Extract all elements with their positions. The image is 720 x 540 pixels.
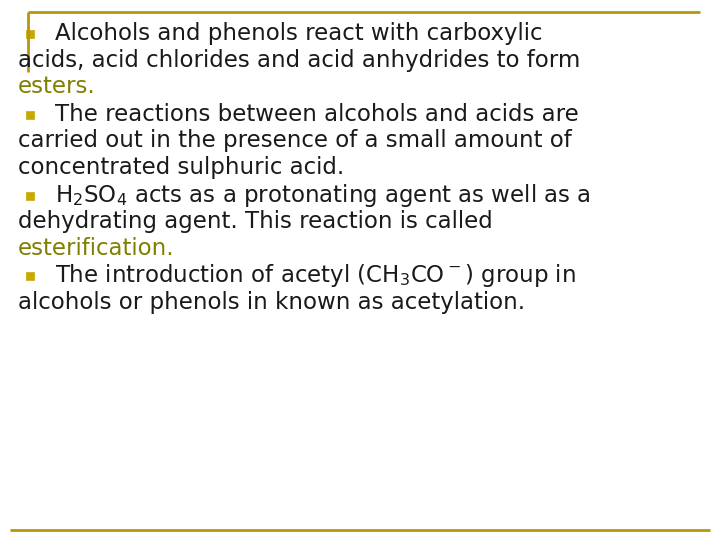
Bar xyxy=(26,273,34,280)
Text: dehydrating agent. This reaction is called: dehydrating agent. This reaction is call… xyxy=(18,210,492,233)
Text: The introduction of acetyl (CH$_3$CO$^-$) group in: The introduction of acetyl (CH$_3$CO$^-$… xyxy=(55,262,576,289)
Text: Alcohols and phenols react with carboxylic: Alcohols and phenols react with carboxyl… xyxy=(55,22,542,45)
Text: alcohols or phenols in known as acetylation.: alcohols or phenols in known as acetylat… xyxy=(18,291,525,314)
Bar xyxy=(26,111,34,119)
Text: esterification.: esterification. xyxy=(18,237,175,260)
Bar xyxy=(26,192,34,200)
Text: acids, acid chlorides and acid anhydrides to form: acids, acid chlorides and acid anhydride… xyxy=(18,49,580,71)
Text: H$_2$SO$_4$ acts as a protonating agent as well as a: H$_2$SO$_4$ acts as a protonating agent … xyxy=(55,181,591,208)
Text: carried out in the presence of a small amount of: carried out in the presence of a small a… xyxy=(18,129,572,152)
Text: The reactions between alcohols and acids are: The reactions between alcohols and acids… xyxy=(55,103,579,126)
Text: concentrated sulphuric acid.: concentrated sulphuric acid. xyxy=(18,156,344,179)
Text: esters.: esters. xyxy=(18,75,96,98)
Bar xyxy=(26,30,34,38)
